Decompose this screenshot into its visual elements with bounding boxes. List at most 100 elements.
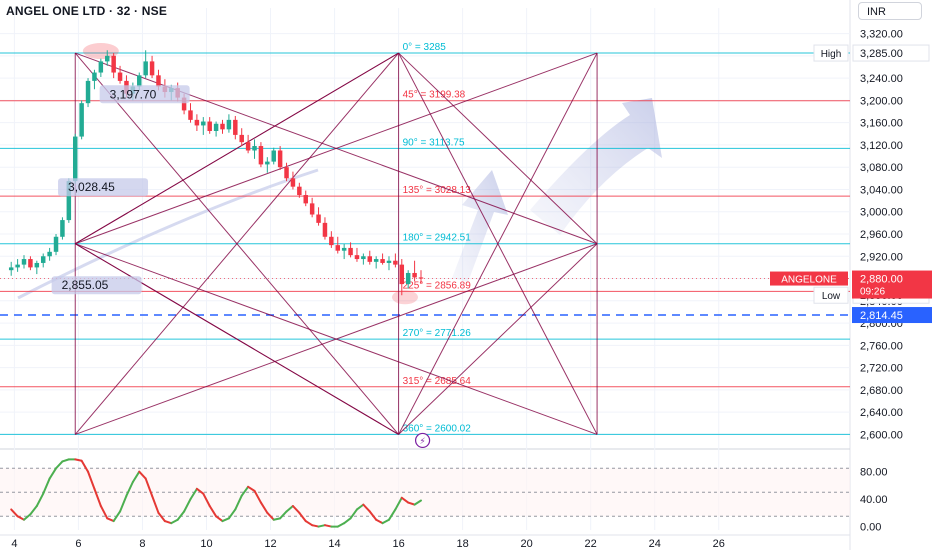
x-tick-label: 10: [200, 538, 212, 550]
y-tick-label: 3,240.00: [860, 73, 903, 85]
gann-box-line: [75, 52, 598, 245]
gann-level-label: 45° = 3199.38: [403, 90, 466, 101]
stoch-segment: [394, 496, 403, 511]
stoch-segment: [202, 492, 211, 507]
blue-level-text: 2,814.45: [860, 310, 903, 322]
gann-box-line: [398, 243, 598, 435]
stoch-segment: [16, 515, 26, 521]
stoch-segment: [208, 505, 218, 518]
stoch-segment: [55, 460, 64, 470]
candle-body: [220, 123, 225, 130]
stoch-segment: [183, 498, 192, 513]
candle-body: [341, 247, 347, 251]
stoch-segment: [355, 503, 365, 511]
stoch-segment: [112, 510, 122, 523]
gann-box-line: [74, 243, 399, 435]
stoch-segment: [311, 524, 320, 528]
stoch-segment: [413, 499, 422, 506]
x-tick-label: 6: [75, 538, 81, 550]
candle-body: [348, 247, 353, 256]
stoch-segment: [336, 522, 346, 528]
candle-body: [149, 61, 155, 76]
stoch-tick-label: 80.00: [860, 467, 888, 479]
stoch-segment: [259, 501, 269, 514]
price-scale-label-bg: [852, 44, 930, 62]
candle-body: [207, 121, 212, 131]
stoch-segment: [381, 518, 390, 525]
x-tick-label: 20: [521, 538, 533, 550]
candle-body: [252, 146, 257, 151]
stoch-segment: [323, 524, 333, 528]
trend-arrow-right: [530, 98, 662, 235]
candle-body: [412, 272, 417, 278]
x-tick-label: 18: [456, 538, 468, 550]
stoch-segment: [375, 518, 384, 525]
candle-body: [399, 264, 405, 285]
price-tag-text: High: [821, 49, 842, 60]
candle-body: [239, 134, 244, 143]
candle-body: [181, 97, 187, 111]
stoch-segment: [151, 494, 160, 514]
gann-box-line: [398, 52, 598, 435]
stochastic-panel: 80.00 40.00 0.00: [0, 458, 888, 534]
stoch-segment: [189, 487, 198, 501]
high-marker: [82, 43, 119, 60]
stoch-segment: [215, 515, 224, 523]
blue-level-bg: [852, 307, 932, 324]
candle-body: [290, 178, 296, 187]
stoch-segment: [125, 481, 134, 497]
stoch-segment: [119, 494, 128, 513]
stoch-segment: [138, 470, 147, 480]
stoch-segment: [349, 508, 358, 520]
candle-body: [373, 259, 379, 262]
candle-body: [79, 103, 84, 137]
stoch-segment: [291, 505, 301, 514]
y-tick-label: 3,120.00: [860, 140, 903, 152]
x-tick-label: 12: [264, 538, 276, 550]
gann-box-line: [74, 52, 399, 245]
low-marker: [391, 290, 418, 305]
stoch-segment: [227, 508, 237, 520]
candle-body: [92, 72, 97, 81]
currency-button[interactable]: INR: [858, 2, 922, 20]
stoch-segment: [234, 494, 243, 511]
lightning-icon: [414, 432, 431, 449]
y-tick-label: 2,760.00: [860, 340, 903, 352]
candle-body: [297, 186, 302, 196]
gann-box: ⚡: [74, 43, 598, 449]
price-badge-text: 3,028.45: [68, 180, 115, 194]
candle-body: [85, 80, 91, 104]
stoch-segment: [131, 470, 141, 483]
gann-level-label: 135° = 3028.13: [403, 185, 472, 196]
candle-body: [21, 259, 27, 265]
candle-body: [233, 119, 238, 135]
chart-title: ANGEL ONE LTD · 32 · NSE: [6, 4, 168, 18]
last-price-bg: [852, 270, 932, 299]
candle-body: [15, 264, 20, 268]
candle-body: [367, 256, 373, 262]
gann-level-lines: 0° = 3285 45° = 3199.38 90° = 3113.75 135° …: [0, 42, 850, 435]
gann-level-label: 180° = 2942.51: [403, 233, 472, 244]
candle-body: [137, 75, 142, 87]
candle-body: [309, 203, 315, 215]
stoch-segment: [400, 496, 410, 504]
stoch-segment: [240, 485, 250, 497]
candle-body: [34, 262, 40, 268]
x-tick-label: 22: [585, 538, 597, 550]
candle-body: [245, 142, 251, 151]
stoch-segment: [80, 459, 90, 473]
stoch-segment: [221, 517, 230, 523]
stoch-segment: [247, 485, 256, 492]
stoch-segment: [362, 503, 371, 513]
stoch-segment: [93, 487, 102, 507]
gann-level-label: 0° = 3285: [403, 42, 447, 53]
candle-body: [380, 259, 385, 263]
candle-body: [156, 75, 161, 87]
candle-body: [143, 61, 148, 76]
stoch-segment: [407, 501, 416, 506]
stoch-segment: [163, 520, 173, 525]
candle-body: [393, 260, 398, 265]
stoch-segment: [285, 505, 294, 513]
x-tick-label: 4: [11, 538, 17, 550]
